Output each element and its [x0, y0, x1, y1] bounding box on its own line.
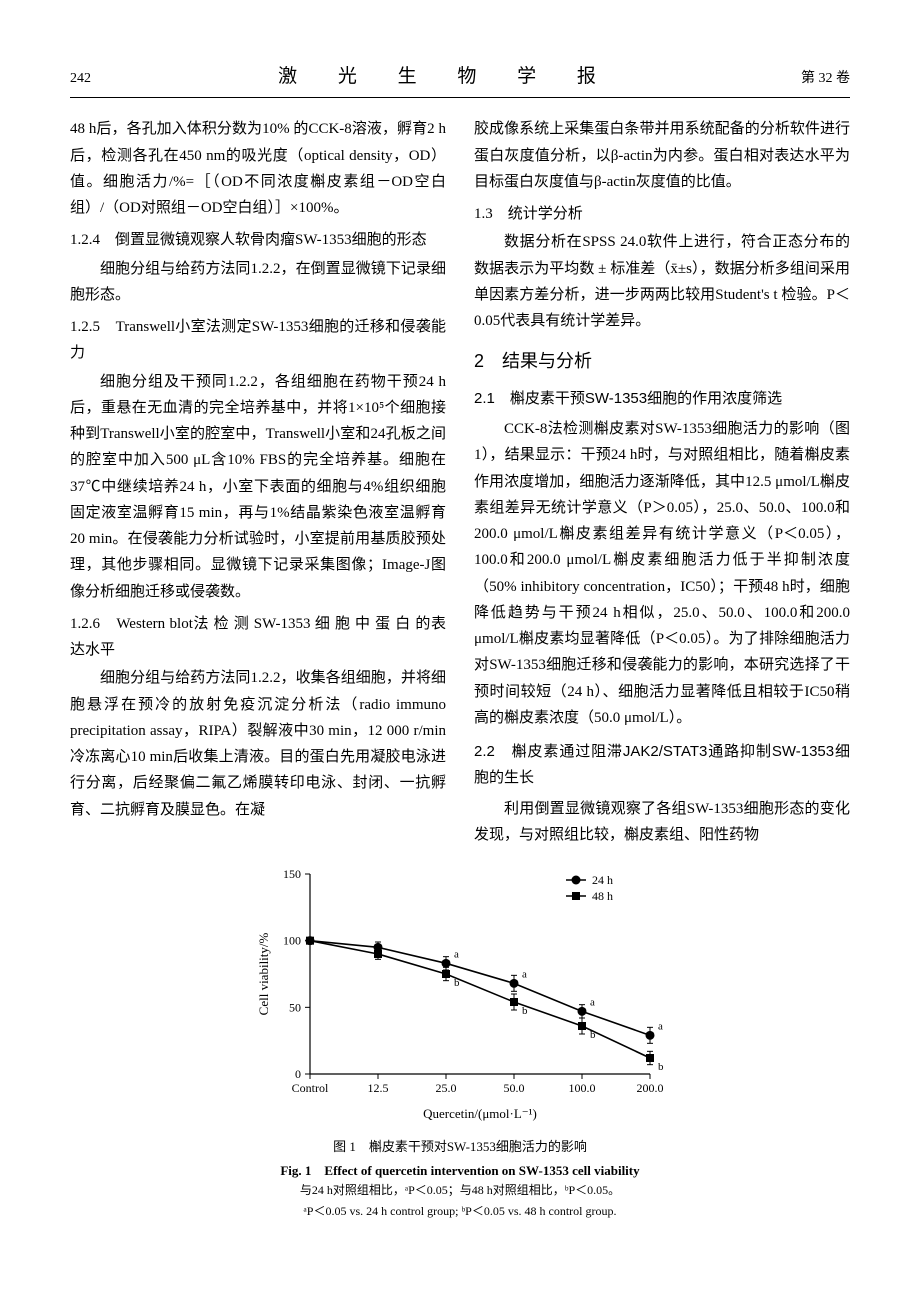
- para-2-2: 利用倒置显微镜观察了各组SW-1353细胞形态的变化发现，与对照组比较，槲皮素组…: [474, 796, 850, 849]
- svg-text:50: 50: [289, 1000, 301, 1014]
- svg-text:48 h: 48 h: [592, 889, 613, 903]
- svg-text:a: a: [454, 948, 459, 960]
- figure-1: 0 50 100 150 Control 12.5 25.0 50.0 100.0 200.0 Qu…: [70, 864, 850, 1222]
- figure-note-zh: 与24 h对照组相比，ᵃP＜0.05；与48 h对照组相比，ᵇP＜0.05。: [70, 1180, 850, 1201]
- para-1-2-4: 细胞分组与给药方法同1.2.2，在倒置显微镜下记录细胞形态。: [70, 256, 446, 309]
- volume-label: 第 32 卷: [801, 67, 850, 92]
- right-column: 胶成像系统上采集蛋白条带并用系统配备的分析软件进行蛋白灰度值分析，以β-acti…: [474, 116, 850, 850]
- journal-title: 激 光 生 物 学 报: [278, 60, 614, 93]
- para-1-3: 数据分析在SPSS 24.0软件上进行，符合正态分布的数据表示为平均数 ± 标准…: [474, 229, 850, 334]
- svg-text:b: b: [658, 1061, 664, 1073]
- subsection-2-2: 2.2 槲皮素通过阻滞JAK2/STAT3通路抑制SW-1353细胞的生长: [474, 739, 850, 792]
- svg-text:b: b: [522, 1005, 528, 1017]
- svg-text:24 h: 24 h: [592, 873, 613, 887]
- page-header: 242 激 光 生 物 学 报 第 32 卷: [70, 60, 850, 98]
- two-column-body: 48 h后，各孔加入体积分数为10% 的CCK-8溶液，孵育2 h后，检测各孔在…: [70, 116, 850, 850]
- subsection-1-2-5: 1.2.5 Transwell小室法测定SW-1353细胞的迁移和侵袭能力: [70, 314, 446, 367]
- para-1-2-5: 细胞分组及干预同1.2.2，各组细胞在药物干预24 h后，重悬在无血清的完全培养…: [70, 369, 446, 605]
- subsection-1-2-4: 1.2.4 倒置显微镜观察人软骨肉瘤SW-1353细胞的形态: [70, 227, 446, 253]
- svg-text:b: b: [590, 1029, 596, 1041]
- para-1-2-6: 细胞分组与给药方法同1.2.2，收集各组细胞，并将细胞悬浮在预冷的放射免疫沉淀分…: [70, 665, 446, 823]
- svg-text:100.0: 100.0: [569, 1081, 596, 1095]
- para-continuation-right: 胶成像系统上采集蛋白条带并用系统配备的分析软件进行蛋白灰度值分析，以β-acti…: [474, 116, 850, 195]
- subsection-2-1: 2.1 槲皮素干预SW-1353细胞的作用浓度筛选: [474, 386, 850, 412]
- svg-text:a: a: [522, 968, 527, 980]
- svg-text:50.0: 50.0: [504, 1081, 525, 1095]
- svg-text:b: b: [454, 977, 460, 989]
- subsection-1-2-6: 1.2.6 Western blot法 检 测 SW-1353 细 胞 中 蛋 …: [70, 611, 446, 664]
- figure-caption-zh: 图 1 槲皮素干预对SW-1353细胞活力的影响: [70, 1137, 850, 1157]
- svg-text:200.0: 200.0: [637, 1081, 664, 1095]
- svg-text:Control: Control: [292, 1081, 329, 1095]
- svg-text:Cell viability/%: Cell viability/%: [256, 932, 271, 1015]
- para-2-1: CCK-8法检测槲皮素对SW-1353细胞活力的影响（图1），结果显示：干预24…: [474, 416, 850, 731]
- figure-caption-en: Fig. 1 Effect of quercetin intervention …: [70, 1161, 850, 1181]
- svg-text:12.5: 12.5: [368, 1081, 389, 1095]
- svg-text:100: 100: [283, 934, 301, 948]
- svg-text:25.0: 25.0: [436, 1081, 457, 1095]
- left-column: 48 h后，各孔加入体积分数为10% 的CCK-8溶液，孵育2 h后，检测各孔在…: [70, 116, 446, 850]
- page-number: 242: [70, 67, 91, 92]
- svg-text:a: a: [590, 996, 595, 1008]
- subsection-1-3: 1.3 统计学分析: [474, 201, 850, 227]
- svg-text:150: 150: [283, 867, 301, 881]
- svg-text:0: 0: [295, 1067, 301, 1081]
- figure-note-en: ᵃP＜0.05 vs. 24 h control group; ᵇP＜0.05 …: [70, 1201, 850, 1222]
- para-continuation: 48 h后，各孔加入体积分数为10% 的CCK-8溶液，孵育2 h后，检测各孔在…: [70, 116, 446, 221]
- section-2-heading: 2 结果与分析: [474, 346, 850, 378]
- chart-svg: 0 50 100 150 Control 12.5 25.0 50.0 100.0 200.0 Qu…: [250, 864, 670, 1124]
- svg-text:a: a: [658, 1020, 663, 1032]
- svg-text:Quercetin/(μmol·L⁻¹): Quercetin/(μmol·L⁻¹): [423, 1106, 537, 1121]
